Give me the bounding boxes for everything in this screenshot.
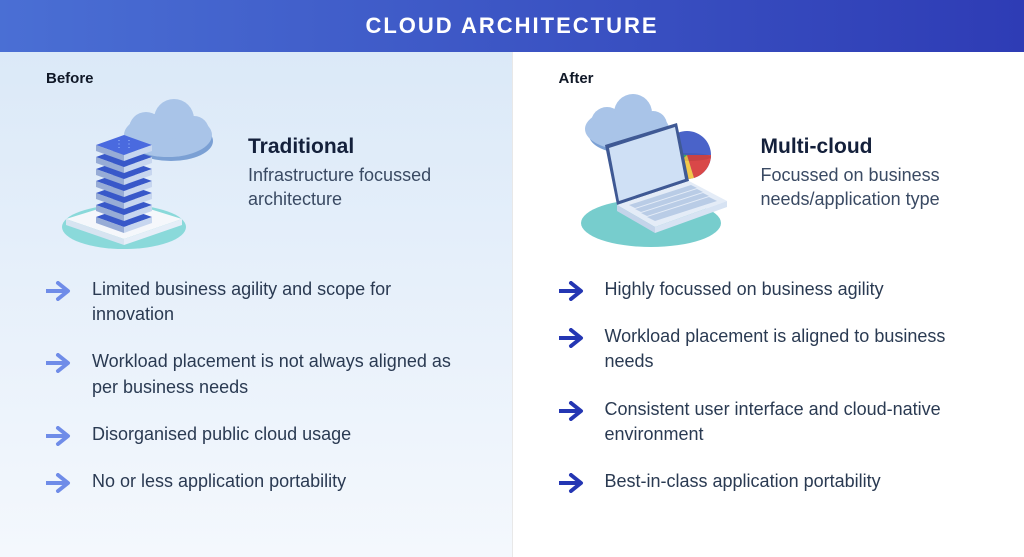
bullet-text: No or less application portability (92, 469, 346, 494)
before-toprow: ⋮⋮ Traditional Infrastructure focussed a… (46, 93, 466, 253)
columns-container: Before (0, 52, 1024, 557)
bullet-text: Best-in-class application portability (605, 469, 881, 494)
before-title: Traditional (248, 135, 466, 159)
server-stack-icon: ⋮⋮ (96, 135, 152, 233)
bullet-item: Workload placement is aligned to busines… (559, 324, 979, 374)
bullet-text: Workload placement is aligned to busines… (605, 324, 965, 374)
after-title: Multi-cloud (761, 135, 979, 159)
arrow-icon (559, 328, 587, 348)
after-headings: Multi-cloud Focussed on business needs/a… (761, 135, 979, 212)
header-title: CLOUD ARCHITECTURE (365, 13, 658, 39)
bullet-text: Workload placement is not always aligned… (92, 349, 452, 399)
bullet-item: Limited business agility and scope for i… (46, 277, 466, 327)
bullet-item: Highly focussed on business agility (559, 277, 979, 302)
bullet-item: Consistent user interface and cloud-nati… (559, 397, 979, 447)
bullet-text: Limited business agility and scope for i… (92, 277, 452, 327)
laptop-cloud-illustration (559, 93, 739, 253)
column-before: Before (0, 52, 513, 557)
after-bullets: Highly focussed on business agility Work… (559, 277, 979, 494)
after-subtitle: Focussed on business needs/application t… (761, 163, 979, 212)
server-stack-illustration: ⋮⋮ (46, 93, 226, 253)
arrow-icon (46, 353, 74, 373)
after-toprow: Multi-cloud Focussed on business needs/a… (559, 93, 979, 253)
header-bar: CLOUD ARCHITECTURE (0, 0, 1024, 52)
before-subtitle: Infrastructure focussed architecture (248, 163, 466, 212)
bullet-text: Highly focussed on business agility (605, 277, 884, 302)
bullet-item: Workload placement is not always aligned… (46, 349, 466, 399)
bullet-item: Best-in-class application portability (559, 469, 979, 494)
before-headings: Traditional Infrastructure focussed arch… (248, 135, 466, 212)
bullet-item: Disorganised public cloud usage (46, 422, 466, 447)
column-after: After (513, 52, 1024, 557)
arrow-icon (559, 281, 587, 301)
arrow-icon (46, 426, 74, 446)
arrow-icon (46, 473, 74, 493)
arrow-icon (559, 473, 587, 493)
tag-after: After (559, 70, 979, 87)
arrow-icon (46, 281, 74, 301)
bullet-text: Disorganised public cloud usage (92, 422, 351, 447)
arrow-icon (559, 401, 587, 421)
bullet-text: Consistent user interface and cloud-nati… (605, 397, 965, 447)
before-bullets: Limited business agility and scope for i… (46, 277, 466, 494)
svg-text:⋮⋮: ⋮⋮ (114, 139, 134, 150)
bullet-item: No or less application portability (46, 469, 466, 494)
tag-before: Before (46, 70, 466, 87)
